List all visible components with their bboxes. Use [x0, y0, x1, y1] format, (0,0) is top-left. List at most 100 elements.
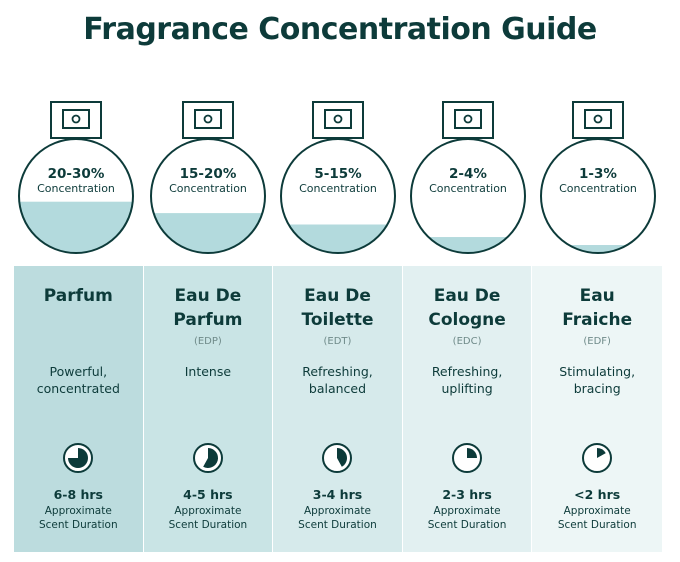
- page-title: Fragrance Concentration Guide: [83, 12, 597, 47]
- concentration-column: Eau De Parfum (EDP) Intense 4-5 hrs Approxima…: [143, 266, 274, 552]
- fragrance-description: Refreshing, balanced: [273, 363, 402, 397]
- bottle-outline: [18, 138, 134, 254]
- scent-duration-hours: 3-4 hrs: [312, 487, 363, 502]
- bottle: [280, 101, 396, 254]
- fragrance-name: Eau Fraiche: [532, 284, 662, 332]
- clock-17-icon: [582, 443, 613, 473]
- spray-hole: [333, 114, 343, 124]
- scent-duration-hours: <2 hrs: [574, 487, 621, 502]
- description-line: uplifting: [441, 381, 493, 396]
- bottle-nozzle: [324, 109, 352, 129]
- bottle: [150, 101, 266, 254]
- clock-75-icon: [63, 443, 94, 473]
- concentration-label: Concentration: [169, 182, 247, 195]
- concentration-column: Eau De Cologne (EDC) Refreshing, uplifting 2-…: [402, 266, 533, 552]
- liquid-level: [541, 245, 655, 253]
- liquid-level: [19, 201, 133, 253]
- clock-wedge: [597, 448, 606, 458]
- bottle-label: 20-30% Concentration: [26, 166, 126, 196]
- fragrance-name-line: Toilette: [301, 310, 374, 330]
- scent-duration-label: Approximate Scent Duration: [14, 504, 143, 532]
- spray-hole: [71, 114, 81, 124]
- clock-42-icon: [322, 443, 353, 473]
- spray-hole: [463, 114, 473, 124]
- concentration-column: Eau De Toilette (EDT) Refreshing, balanced 3-…: [273, 266, 403, 552]
- fragrance-description: Refreshing, uplifting: [403, 363, 532, 397]
- concentration-columns: Parfum Powerful, concentrated 6-8 hrs Approx…: [14, 266, 662, 552]
- clock-wedge: [467, 448, 478, 458]
- duration-label-line: Scent Duration: [298, 519, 377, 531]
- fragrance-name-line: Eau De: [433, 286, 501, 306]
- fragrance-name-line: Eau De: [304, 286, 371, 306]
- clock-25-icon: [452, 443, 483, 473]
- bottle-body-bg: [411, 139, 525, 253]
- scent-duration-hours: 2-3 hrs: [442, 487, 492, 502]
- description-line: Refreshing,: [302, 364, 373, 379]
- duration-label-line: Scent Duration: [168, 519, 248, 531]
- bottle-nozzle: [194, 109, 222, 129]
- spray-hole: [593, 114, 603, 124]
- description-line: concentrated: [36, 381, 120, 396]
- description-line: Refreshing,: [431, 364, 503, 379]
- fragrance-abbreviation: (EDT): [323, 336, 352, 347]
- scent-duration-hours: 4-5 hrs: [183, 487, 233, 502]
- fragrance-description: Stimulating, bracing: [532, 363, 662, 397]
- fragrance-name: Eau De Toilette: [273, 284, 402, 332]
- description-line: balanced: [308, 381, 367, 396]
- duration-label-line: Approximate: [433, 505, 501, 517]
- scent-duration-hours: 6-8 hrs: [53, 487, 104, 502]
- fragrance-description: Powerful, concentrated: [14, 363, 143, 397]
- scent-duration-label: Approximate Scent Duration: [403, 504, 532, 532]
- bottle-label: 15-20% Concentration: [158, 166, 258, 196]
- scent-duration-label: Approximate Scent Duration: [144, 504, 273, 532]
- concentration-label: Concentration: [299, 182, 377, 195]
- bottle-label: 1-3% Concentration: [548, 166, 648, 196]
- liquid-level: [411, 237, 525, 253]
- duration-label-line: Approximate: [303, 505, 372, 517]
- bottle-row: 20-30% Concentration 15-20% Concentration 5-…: [0, 98, 680, 256]
- duration-label-line: Approximate: [174, 505, 242, 517]
- bottle-outline: [410, 138, 526, 254]
- fragrance-name-line: Cologne: [428, 310, 506, 330]
- bottle-body-bg: [541, 139, 655, 253]
- liquid-level: [151, 213, 265, 253]
- clock-wedge: [68, 448, 89, 468]
- fragrance-name-line: Eau: [579, 286, 615, 306]
- clock-wedge: [337, 448, 348, 467]
- bottle-label: 2-4% Concentration: [418, 166, 518, 196]
- duration-label-line: Scent Duration: [557, 519, 637, 531]
- fragrance-name: Eau De Parfum: [144, 284, 273, 332]
- description-line: bracing: [573, 381, 621, 396]
- bottle-nozzle: [584, 109, 612, 129]
- concentration-percent: 20-30%: [47, 166, 105, 182]
- concentration-percent: 5-15%: [314, 166, 362, 182]
- fragrance-name: Eau De Cologne: [403, 284, 532, 332]
- bottle-nozzle: [454, 109, 482, 129]
- concentration-column: Parfum Powerful, concentrated 6-8 hrs Approx…: [14, 266, 144, 552]
- concentration-percent: 2-4%: [449, 166, 487, 182]
- clock-58-icon: [192, 443, 223, 473]
- spray-hole: [203, 114, 213, 124]
- fragrance-name: Parfum: [14, 284, 143, 308]
- fragrance-name-line: Parfum: [173, 310, 243, 330]
- scent-duration-label: Approximate Scent Duration: [273, 504, 402, 532]
- fragrance-description: Intense: [144, 363, 273, 380]
- duration-label-line: Approximate: [44, 505, 112, 517]
- concentration-label: Concentration: [559, 182, 637, 195]
- bottle: [540, 101, 656, 254]
- duration-label-line: Scent Duration: [38, 519, 118, 531]
- duration-label-line: Approximate: [563, 505, 631, 517]
- duration-label-line: Scent Duration: [427, 519, 507, 531]
- clock-wedge: [203, 448, 218, 468]
- fragrance-abbreviation: (EDF): [583, 336, 611, 347]
- fragrance-name-line: Fraiche: [562, 310, 633, 330]
- concentration-column: Eau Fraiche (EDF) Stimulating, bracing <2 hrs…: [532, 266, 662, 552]
- concentration-percent: 1-3%: [579, 166, 617, 182]
- bottle-label: 5-15% Concentration: [288, 166, 388, 196]
- concentration-label: Concentration: [429, 182, 507, 195]
- description-line: Powerful,: [49, 364, 108, 379]
- bottles-graphic: [18, 101, 656, 254]
- scent-duration-label: Approximate Scent Duration: [532, 504, 662, 532]
- bottle-outline: [280, 138, 396, 254]
